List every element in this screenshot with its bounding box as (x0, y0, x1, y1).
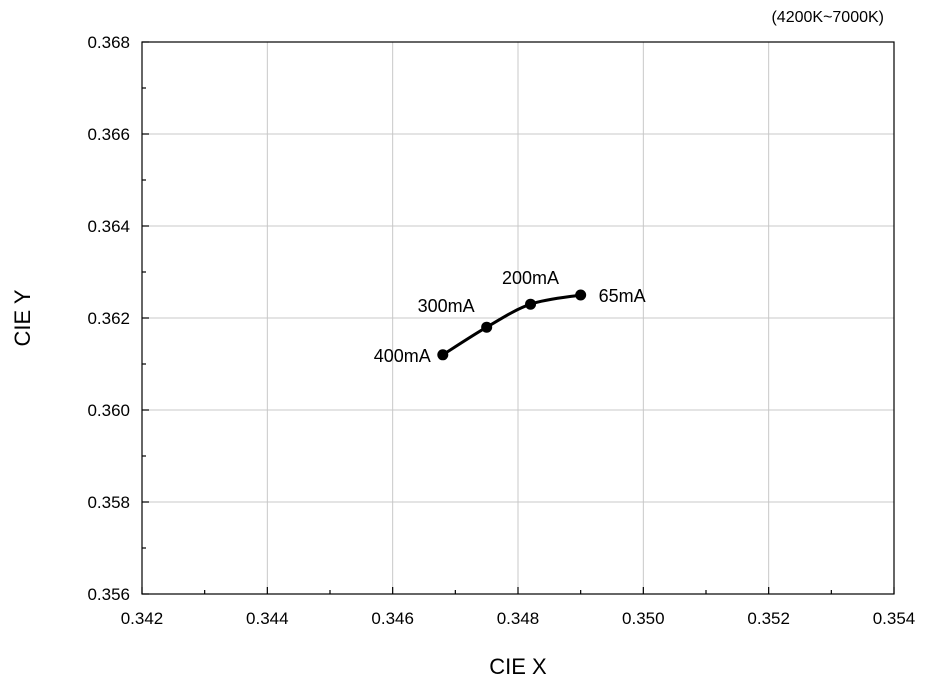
y-tick-label: 0.356 (87, 585, 130, 604)
y-axis-title: CIE Y (10, 289, 35, 346)
y-tick-label: 0.360 (87, 401, 130, 420)
y-tick-label: 0.362 (87, 309, 130, 328)
y-tick-label: 0.364 (87, 217, 130, 236)
x-tick-label: 0.350 (622, 609, 665, 628)
series (437, 289, 587, 361)
chart-note: (4200K~7000K) (771, 9, 884, 26)
grid (142, 42, 894, 594)
data-label: 300mA (418, 296, 475, 316)
x-tick-label: 0.352 (747, 609, 790, 628)
x-axis-title: CIE X (489, 654, 547, 679)
x-tick-label: 0.348 (497, 609, 540, 628)
x-tick-label: 0.344 (246, 609, 289, 628)
data-point (575, 289, 587, 301)
data-label: 400mA (374, 346, 431, 366)
series-line (442, 293, 581, 357)
labels: 400mA 300mA 200mA 65mA (374, 268, 646, 366)
y-tick-label: 0.358 (87, 493, 130, 512)
data-point (525, 298, 537, 310)
x-tick-label: 0.342 (121, 609, 164, 628)
x-tick-label: 0.346 (371, 609, 414, 628)
data-point (481, 321, 493, 333)
y-tick-label: 0.368 (87, 33, 130, 52)
data-label: 65mA (599, 286, 646, 306)
x-tick-label: 0.354 (873, 609, 916, 628)
y-tick-label: 0.366 (87, 125, 130, 144)
data-label: 200mA (502, 268, 559, 288)
data-point (437, 349, 449, 361)
ticks: 0.342 0.344 0.346 0.348 0.350 0.352 0.354 0.356… (87, 33, 915, 628)
